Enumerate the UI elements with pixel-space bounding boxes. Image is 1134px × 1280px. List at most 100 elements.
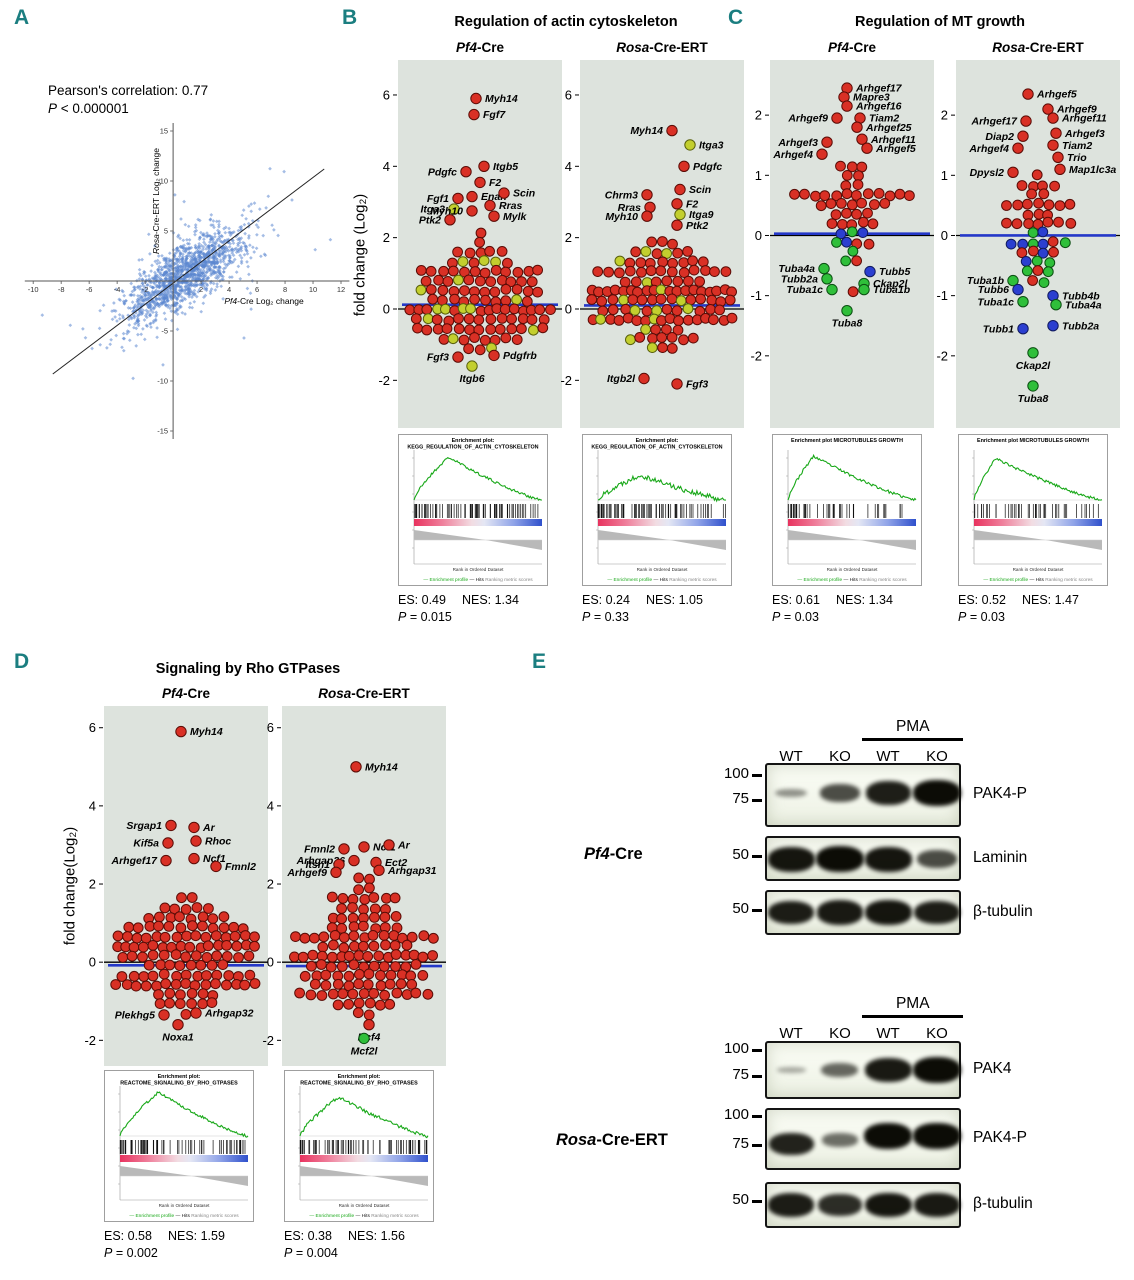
svg-text:6: 6 — [255, 285, 259, 294]
svg-text:12: 12 — [337, 285, 345, 294]
svg-text:F2: F2 — [489, 177, 501, 189]
svg-text:Ckap2l: Ckap2l — [1016, 360, 1052, 372]
p-value-line: P < 0.000001 — [48, 100, 129, 116]
svg-text:-5: -5 — [161, 327, 168, 336]
protein-label: PAK4 — [973, 1060, 1012, 1077]
correlation-line: Pearson's correlation: 0.77 — [48, 83, 209, 98]
svg-text:Fgf1: Fgf1 — [427, 193, 449, 205]
svg-text:-2: -2 — [142, 285, 149, 294]
svg-text:Myh10: Myh10 — [605, 211, 638, 223]
svg-text:Tuba1c: Tuba1c — [786, 284, 823, 296]
svg-text:1: 1 — [755, 168, 762, 183]
blot-band — [767, 846, 815, 872]
svg-text:Rank in Ordered Dataset: Rank in Ordered Dataset — [637, 567, 689, 572]
svg-text:2: 2 — [383, 230, 390, 245]
svg-text:10: 10 — [309, 285, 317, 294]
svg-text:Pdgfc: Pdgfc — [693, 161, 722, 173]
svg-text:Itgb2l: Itgb2l — [607, 373, 636, 385]
lane-label: WT — [779, 1025, 803, 1042]
svg-text:Mcf2l: Mcf2l — [351, 1045, 379, 1057]
svg-text:Tiam2: Tiam2 — [869, 113, 899, 125]
svg-text:Pdgfrb: Pdgfrb — [503, 350, 537, 362]
svg-text:5: 5 — [164, 227, 168, 236]
svg-text:Noxa1: Noxa1 — [162, 1032, 194, 1044]
mw-marker: 100 — [723, 1106, 749, 1123]
blot-band — [913, 1057, 962, 1083]
svg-text:— Enrichment profile — Hits Ra: — Enrichment profile — Hits Ranking metr… — [129, 1213, 239, 1219]
svg-text:Pdgfc: Pdgfc — [428, 166, 457, 178]
mw-marker-tick — [752, 1115, 762, 1118]
blot-band — [916, 850, 958, 869]
mw-marker-tick — [752, 855, 762, 858]
svg-text:— Enrichment profile — Hits Ra: — Enrichment profile — Hits Ranking metr… — [423, 577, 533, 583]
svg-text:Rras: Rras — [499, 200, 523, 212]
panel-c-rosa-gsea-stats: ES: 0.52 NES: 1.47 P = 0.03 — [958, 593, 1079, 624]
mw-marker-tick — [752, 774, 762, 777]
panel-a-correlation-scatter: -10 -8 -6 -4 -2 2 4 6 8 10 12 -15 -10 -5 5 10 15 Pf4-Cre … — [15, 116, 355, 451]
svg-text:Tuba1c: Tuba1c — [977, 296, 1014, 308]
pma-underline — [862, 738, 964, 741]
svg-text:F2: F2 — [686, 198, 698, 210]
svg-text:KEGG_REGULATION_OF_ACTIN_CYTOS: KEGG_REGULATION_OF_ACTIN_CYTOSKELETON — [591, 445, 722, 451]
mw-marker: 100 — [723, 1040, 749, 1057]
svg-text:Rhoc: Rhoc — [205, 836, 231, 848]
svg-text:-2: -2 — [560, 373, 572, 388]
panel-c-col2-header: Rosa-Cre-ERT — [992, 40, 1084, 55]
lane-label: KO — [926, 1025, 948, 1042]
svg-text:0: 0 — [941, 228, 948, 243]
svg-text:Rank in Ordered Dataset: Rank in Ordered Dataset — [453, 567, 505, 572]
panel-b-pf4-gsea-stats: ES: 0.49 NES: 1.34 P = 0.015 — [398, 593, 519, 624]
svg-text:Itga3: Itga3 — [420, 204, 445, 216]
panel-b-rosa-gsea-plot: Enrichment plot: KEGG_REGULATION_OF_ACTIN… — [582, 434, 732, 591]
svg-text:Tuba1b: Tuba1b — [967, 275, 1005, 287]
panel-d-pf4-gsea-stats: ES: 0.58 NES: 1.59 P = 0.002 — [104, 1229, 225, 1260]
svg-text:Arhgef5: Arhgef5 — [875, 143, 916, 155]
svg-text:Rank in Ordered Dataset: Rank in Ordered Dataset — [159, 1203, 211, 1208]
svg-text:Pf4-Cre Log₂ change: Pf4-Cre Log₂ change — [224, 296, 304, 306]
panel-d-col1-header: Pf4-Cre — [161, 686, 211, 701]
blot-band — [864, 846, 912, 872]
svg-text:6: 6 — [89, 720, 96, 735]
svg-text:Ckap2l: Ckap2l — [873, 278, 909, 290]
svg-text:4: 4 — [565, 159, 572, 174]
svg-text:KEGG_REGULATION_OF_ACTIN_CYTOS: KEGG_REGULATION_OF_ACTIN_CYTOSKELETON — [407, 445, 538, 451]
svg-text:Arhgef3: Arhgef3 — [777, 137, 818, 149]
panel-b-label: B — [342, 6, 358, 29]
svg-text:Myh14: Myh14 — [485, 93, 518, 105]
svg-text:Arhgef25: Arhgef25 — [865, 122, 912, 134]
svg-text:REACTOME_SIGNALING_BY_RHO_GTPA: REACTOME_SIGNALING_BY_RHO_GTPASES — [300, 1081, 418, 1087]
svg-text:4: 4 — [89, 798, 96, 813]
svg-text:Rank in Ordered Dataset: Rank in Ordered Dataset — [339, 1203, 391, 1208]
svg-text:Scin: Scin — [689, 184, 711, 196]
panel-c-pf4-gsea-stats: ES: 0.61 NES: 1.34 P = 0.03 — [772, 593, 893, 624]
mw-marker-tick — [752, 1144, 762, 1147]
svg-text:Tiam2: Tiam2 — [1062, 140, 1092, 152]
svg-text:Tubb2a: Tubb2a — [1062, 320, 1099, 332]
mw-marker-tick — [752, 799, 762, 802]
svg-text:-2: -2 — [84, 1033, 96, 1048]
panel-d-title: Signaling by Rho GTPases — [155, 661, 341, 677]
svg-text:Tubb1: Tubb1 — [983, 323, 1014, 335]
panel-a-label: A — [14, 6, 30, 29]
mw-marker: 50 — [732, 1191, 749, 1208]
protein-label: PAK4-P — [973, 785, 1027, 802]
svg-text:Trio: Trio — [1067, 152, 1087, 164]
mw-marker: 75 — [732, 790, 749, 807]
mw-marker: 75 — [732, 1066, 749, 1083]
panel-c-rosa-gsea-plot: Enrichment plot MICROTUBULES GROWTH Rank … — [958, 434, 1108, 591]
blot-group-label: Pf4-Cre — [584, 845, 643, 863]
svg-text:-4: -4 — [114, 285, 121, 294]
panel-b-rosa-gsea-stats: ES: 0.24 NES: 1.05 P = 0.33 — [582, 593, 703, 624]
svg-text:Arhgef9: Arhgef9 — [787, 113, 828, 125]
svg-text:Arhgef5: Arhgef5 — [1036, 89, 1077, 101]
mw-marker: 100 — [723, 765, 749, 782]
mw-marker-tick — [752, 909, 762, 912]
svg-text:-6: -6 — [86, 285, 93, 294]
mw-marker-tick — [752, 1075, 762, 1078]
svg-text:2: 2 — [755, 108, 762, 123]
svg-text:Enrichment plot MICROTUBULES G: Enrichment plot MICROTUBULES GROWTH — [791, 438, 903, 444]
blot-band — [775, 788, 807, 798]
svg-text:Fgf3: Fgf3 — [427, 352, 449, 364]
blot-group-label: Rosa-Cre-ERT — [556, 1131, 668, 1149]
panel-c-col1-header: Pf4-Cre — [827, 40, 877, 55]
